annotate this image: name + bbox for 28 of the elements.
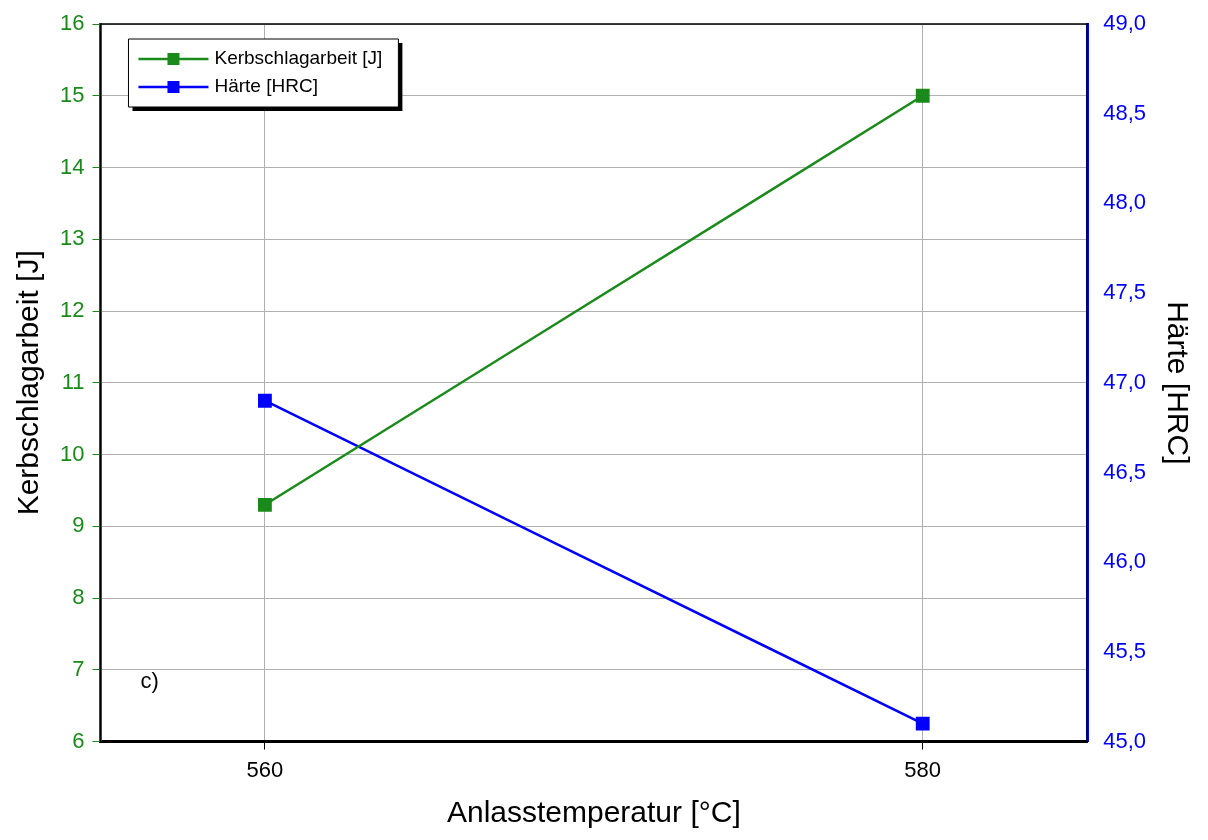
annotation: c) (140, 667, 159, 693)
x-tick-label: 560 (246, 756, 284, 782)
y2-tick-label: 47,0 (1103, 368, 1147, 394)
y-tick-label: 16 (59, 10, 85, 36)
y-tick-label: 12 (59, 297, 85, 323)
y-tick-label: 7 (72, 655, 85, 681)
y-tick-label: 13 (59, 225, 85, 251)
y-tick-label: 9 (72, 512, 85, 538)
legend-label: Härte [HRC] (214, 75, 318, 97)
y2-tick-label: 48,0 (1103, 189, 1147, 215)
y2-tick-label: 49,0 (1103, 10, 1147, 36)
y2-tick-label: 46,5 (1103, 458, 1147, 484)
y-tick-label: 8 (72, 584, 85, 610)
y-tick-label: 10 (59, 440, 85, 466)
y2-tick-label: 48,5 (1103, 99, 1147, 125)
y-tick-label: 6 (72, 727, 85, 753)
y2-tick-label: 45,5 (1103, 637, 1147, 663)
legend-label: Kerbschlagarbeit [J] (214, 47, 383, 69)
y-axis-title: Kerbschlagarbeit [J] (11, 250, 45, 516)
x-axis-title: Anlasstemperatur [°C] (446, 795, 741, 829)
y-tick-label: 14 (59, 153, 85, 179)
x-tick-label: 580 (904, 756, 942, 782)
y2-axis-title: Härte [HRC] (1161, 301, 1195, 465)
y2-tick-label: 46,0 (1103, 548, 1147, 574)
y2-tick-label: 45,0 (1103, 727, 1147, 753)
y-tick-label: 11 (61, 368, 85, 394)
y-tick-label: 15 (59, 81, 85, 107)
y2-tick-label: 47,5 (1103, 279, 1147, 305)
